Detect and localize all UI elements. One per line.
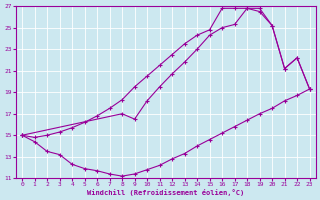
X-axis label: Windchill (Refroidissement éolien,°C): Windchill (Refroidissement éolien,°C) [87,189,244,196]
